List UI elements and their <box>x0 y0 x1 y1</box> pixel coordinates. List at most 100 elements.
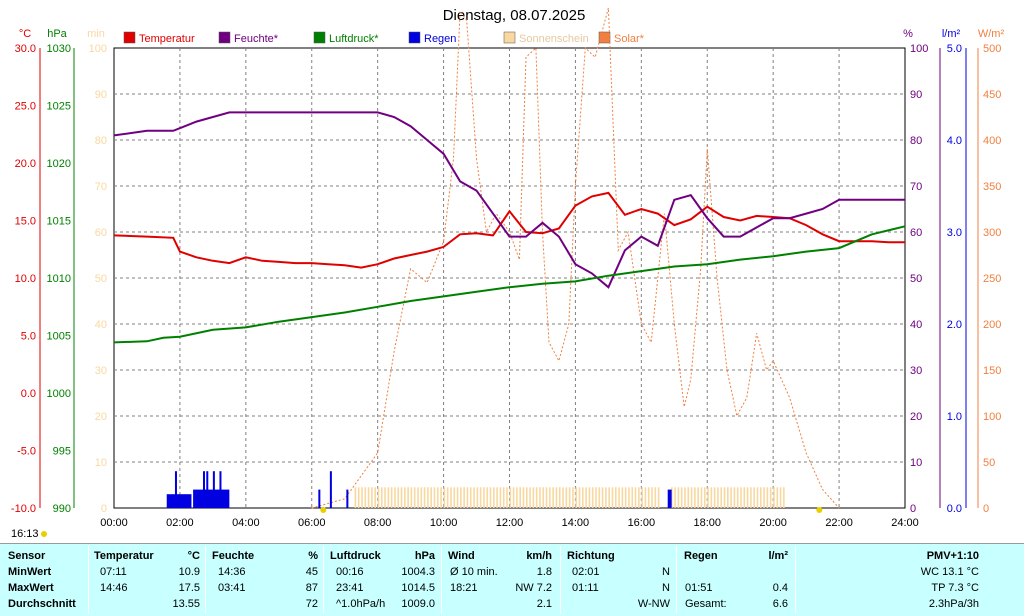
sunshine-bar <box>670 487 673 508</box>
sunshine-bar <box>657 487 660 508</box>
hum-tick-label: 20 <box>910 411 922 423</box>
sunshine-bar <box>740 487 742 508</box>
sunshine-bar <box>473 487 475 508</box>
column-separator <box>560 546 561 614</box>
rain-tick-label: 0.0 <box>947 503 962 515</box>
x-tick-label: 12:00 <box>496 517 524 529</box>
min-tick-label: 30 <box>95 365 107 377</box>
solar-tick-label: 500 <box>983 43 1001 55</box>
hum-tick-label: 100 <box>910 43 928 55</box>
sunshine-bar <box>641 487 643 508</box>
sunshine-bar <box>565 487 568 508</box>
rain-value: 6.6 <box>772 598 788 610</box>
solar-tick-label: 250 <box>983 273 1001 285</box>
sunshine-bar <box>611 487 614 508</box>
sunshine-bar <box>506 487 508 508</box>
solar-tick-label: 0 <box>983 503 989 515</box>
hum-tick-label: 0 <box>910 503 916 515</box>
chart-title: Dienstag, 08.07.2025 <box>443 7 586 24</box>
x-tick-label: 16:00 <box>628 517 656 529</box>
sunshine-bar <box>605 487 607 508</box>
rain-unit: l/m² <box>942 28 961 40</box>
hum-tick-label: 70 <box>910 181 922 193</box>
header-hum: Feuchte <box>212 550 255 562</box>
column-separator <box>795 546 796 614</box>
legend-label: Sonnenschein <box>519 33 589 45</box>
rain-bar <box>166 494 192 508</box>
x-tick-label: 24:00 <box>891 517 919 529</box>
sunshine-bar <box>766 487 769 508</box>
sunshine-bar <box>628 487 630 508</box>
row-label: Durchschnitt <box>8 598 76 610</box>
rain-time: 01:51 <box>685 582 713 594</box>
temp-tick-label: 5.0 <box>21 331 36 343</box>
temp-tick-label: 30.0 <box>15 43 36 55</box>
legend-label: Temperatur <box>139 33 195 45</box>
sunshine-bar <box>361 487 363 508</box>
sunshine-bar <box>380 487 383 508</box>
pmv-value: TP 7.3 °C <box>931 582 979 594</box>
axis-units: °C hPa min% l/m² W/m² <box>19 28 1005 40</box>
x-tick-label: 00:00 <box>100 517 128 529</box>
header-press-unit: hPa <box>414 550 435 562</box>
dir-time: 01:11 <box>572 582 599 594</box>
sunshine-bar <box>357 487 360 508</box>
rain-bar <box>193 489 230 508</box>
header-dir: Richtung <box>567 550 615 562</box>
column-separator <box>88 546 89 614</box>
x-tick-label: 10:00 <box>430 517 458 529</box>
press-tick-label: 1000 <box>47 388 71 400</box>
sunshine-bar <box>779 487 782 508</box>
sunshine-bar <box>367 487 370 508</box>
solar-tick-label: 450 <box>983 89 1001 101</box>
solar-tick-label: 50 <box>983 457 995 469</box>
sunshine-bar <box>525 487 528 508</box>
x-tick-label: 08:00 <box>364 517 392 529</box>
sunshine-bar <box>717 487 719 508</box>
solar-tick-label: 100 <box>983 411 1001 423</box>
press-tick-label: 1010 <box>47 273 71 285</box>
temp-value: 13.55 <box>172 598 200 610</box>
press-tick-label: 995 <box>53 446 71 458</box>
hum-tick-label: 10 <box>910 457 922 469</box>
header-rain-unit: l/m² <box>768 550 788 562</box>
sunshine-bar <box>476 487 479 508</box>
sunshine-bar <box>532 487 535 508</box>
min-tick-label: 0 <box>101 503 107 515</box>
sunshine-bar <box>680 487 683 508</box>
axis-ticks: 30.025.020.015.010.05.00.0-5.0-10.010301… <box>11 43 1001 529</box>
press-time: 23:41 <box>336 582 364 594</box>
temp-tick-label: 20.0 <box>15 158 36 170</box>
dir-time: 02:01 <box>572 566 600 578</box>
pmv-value: 2.3hPa/3h <box>928 598 979 610</box>
rain-bar <box>329 471 332 508</box>
sunshine-bar <box>456 487 459 508</box>
sunshine-bar <box>608 487 610 508</box>
column-separator <box>676 546 677 614</box>
solar-unit: W/m² <box>978 28 1005 40</box>
sunshine-bar <box>397 487 400 508</box>
sunshine-bar <box>713 487 716 508</box>
min-tick-label: 20 <box>95 411 107 423</box>
sunshine-bar <box>753 487 755 508</box>
x-tick-label: 20:00 <box>759 517 787 529</box>
sunshine-bar <box>519 487 521 508</box>
wind-value: NW 7.2 <box>515 582 552 594</box>
sunshine-bar <box>568 487 571 508</box>
legend-swatch <box>123 31 136 44</box>
rain-bar <box>318 489 321 508</box>
sunshine-bar <box>450 487 452 508</box>
min-tick-label: 80 <box>95 135 107 147</box>
sunshine-bar <box>730 487 732 508</box>
sunshine-bar <box>647 487 650 508</box>
sunshine-bar <box>723 487 726 508</box>
sunshine-bar <box>433 487 436 508</box>
hum-tick-label: 80 <box>910 135 922 147</box>
header-press: Luftdruck <box>330 550 381 562</box>
temp-tick-label: -10.0 <box>11 503 36 515</box>
temp-tick-label: -5.0 <box>17 446 36 458</box>
min-tick-label: 50 <box>95 273 107 285</box>
solar-line <box>311 7 840 509</box>
sunshine-bar <box>677 487 680 508</box>
rain-bar <box>667 489 672 508</box>
